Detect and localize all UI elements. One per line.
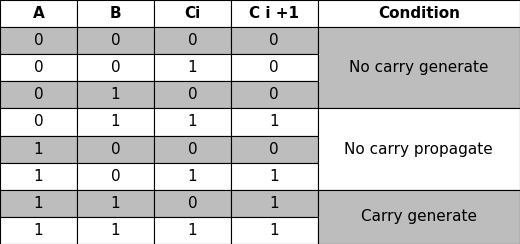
Text: 0: 0: [269, 87, 279, 102]
Text: 1: 1: [188, 169, 197, 184]
Bar: [77, 27, 154, 54]
Text: No carry generate: No carry generate: [349, 60, 489, 75]
Text: 1: 1: [188, 223, 197, 238]
Bar: [318, 0, 520, 27]
Text: 1: 1: [188, 114, 197, 130]
Text: 1: 1: [269, 196, 279, 211]
Bar: [0, 27, 77, 54]
Bar: [154, 217, 231, 244]
Text: 0: 0: [188, 87, 197, 102]
Bar: [318, 190, 520, 244]
Bar: [0, 217, 77, 244]
Bar: [0, 190, 77, 217]
Bar: [77, 136, 154, 163]
Bar: [231, 136, 318, 163]
Text: 0: 0: [111, 142, 120, 157]
Text: 0: 0: [34, 87, 43, 102]
Bar: [0, 108, 77, 136]
Text: 0: 0: [34, 60, 43, 75]
Bar: [231, 0, 318, 27]
Text: 0: 0: [269, 60, 279, 75]
Bar: [77, 108, 154, 136]
Bar: [77, 54, 154, 81]
Text: No carry propagate: No carry propagate: [344, 142, 493, 157]
Text: 0: 0: [111, 60, 120, 75]
Text: 0: 0: [188, 33, 197, 48]
Text: Carry generate: Carry generate: [361, 209, 477, 224]
Text: 0: 0: [269, 142, 279, 157]
Text: 0: 0: [269, 33, 279, 48]
Bar: [154, 163, 231, 190]
Text: 1: 1: [34, 142, 43, 157]
Text: 1: 1: [111, 223, 120, 238]
Bar: [77, 190, 154, 217]
Bar: [154, 27, 231, 54]
Bar: [154, 190, 231, 217]
Text: 1: 1: [34, 223, 43, 238]
Text: 0: 0: [111, 169, 120, 184]
Bar: [154, 136, 231, 163]
Bar: [0, 54, 77, 81]
Bar: [154, 108, 231, 136]
Bar: [154, 54, 231, 81]
Bar: [231, 54, 318, 81]
Bar: [154, 0, 231, 27]
Bar: [0, 0, 77, 27]
Bar: [231, 108, 318, 136]
Text: 1: 1: [34, 169, 43, 184]
Bar: [318, 27, 520, 108]
Text: 0: 0: [111, 33, 120, 48]
Bar: [0, 81, 77, 108]
Text: Condition: Condition: [378, 6, 460, 21]
Bar: [231, 81, 318, 108]
Text: 0: 0: [188, 142, 197, 157]
Bar: [0, 136, 77, 163]
Text: 1: 1: [111, 196, 120, 211]
Text: 1: 1: [111, 114, 120, 130]
Text: B: B: [110, 6, 121, 21]
Bar: [77, 217, 154, 244]
Text: 1: 1: [188, 60, 197, 75]
Text: 1: 1: [269, 223, 279, 238]
Bar: [77, 0, 154, 27]
Text: 0: 0: [34, 114, 43, 130]
Text: A: A: [33, 6, 44, 21]
Bar: [231, 163, 318, 190]
Bar: [231, 190, 318, 217]
Text: 1: 1: [34, 196, 43, 211]
Bar: [77, 81, 154, 108]
Bar: [231, 27, 318, 54]
Text: C i +1: C i +1: [249, 6, 300, 21]
Text: 1: 1: [269, 114, 279, 130]
Bar: [318, 108, 520, 190]
Bar: [77, 163, 154, 190]
Bar: [231, 217, 318, 244]
Bar: [154, 81, 231, 108]
Bar: [0, 163, 77, 190]
Text: 0: 0: [188, 196, 197, 211]
Text: 0: 0: [34, 33, 43, 48]
Text: Ci: Ci: [184, 6, 201, 21]
Text: 1: 1: [269, 169, 279, 184]
Text: 1: 1: [111, 87, 120, 102]
